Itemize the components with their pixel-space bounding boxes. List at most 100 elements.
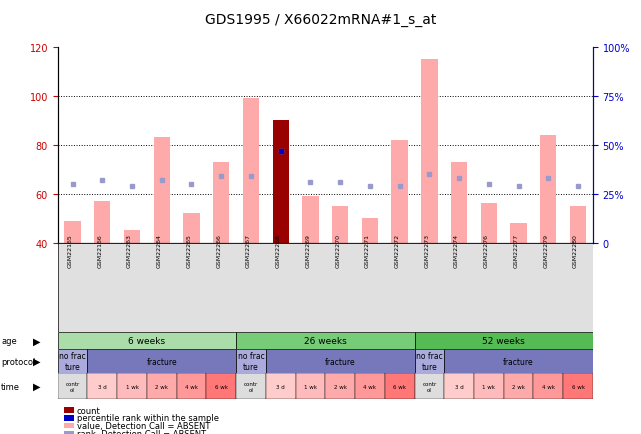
Bar xyxy=(474,373,504,399)
Text: 4 wk: 4 wk xyxy=(542,384,555,389)
Bar xyxy=(117,373,147,399)
Text: GSM22274: GSM22274 xyxy=(454,233,459,267)
Bar xyxy=(266,373,296,399)
Bar xyxy=(58,332,236,349)
Bar xyxy=(421,60,438,243)
Bar xyxy=(332,207,348,243)
Bar xyxy=(87,373,117,399)
Bar xyxy=(236,349,266,373)
Bar xyxy=(124,231,140,243)
Bar xyxy=(303,197,319,243)
Bar xyxy=(236,332,415,349)
Text: 2 wk: 2 wk xyxy=(334,384,347,389)
Bar xyxy=(415,332,593,349)
Text: 26 weeks: 26 weeks xyxy=(304,336,347,345)
Bar xyxy=(266,349,415,373)
Text: 6 wk: 6 wk xyxy=(572,384,585,389)
Text: 3 d: 3 d xyxy=(98,384,106,389)
Bar xyxy=(415,349,444,373)
Text: GDS1995 / X66022mRNA#1_s_at: GDS1995 / X66022mRNA#1_s_at xyxy=(205,13,436,27)
Bar xyxy=(206,373,236,399)
Bar xyxy=(296,373,326,399)
Text: GSM22279: GSM22279 xyxy=(544,233,548,267)
Bar xyxy=(451,162,467,243)
Bar xyxy=(87,349,236,373)
Text: 1 wk: 1 wk xyxy=(482,384,495,389)
Text: fracture: fracture xyxy=(325,357,356,366)
Bar xyxy=(444,349,593,373)
Text: GSM22165: GSM22165 xyxy=(67,233,72,267)
Bar xyxy=(243,99,259,243)
Bar xyxy=(563,373,593,399)
Bar xyxy=(154,138,170,243)
Text: contr
ol: contr ol xyxy=(422,381,437,391)
Text: GSM22264: GSM22264 xyxy=(157,233,162,267)
Text: 3 d: 3 d xyxy=(454,384,463,389)
Bar xyxy=(392,141,408,243)
Bar xyxy=(147,373,177,399)
Bar xyxy=(533,373,563,399)
Text: GSM22265: GSM22265 xyxy=(187,233,192,267)
Bar xyxy=(58,373,87,399)
Bar xyxy=(64,221,81,243)
Text: fracture: fracture xyxy=(146,357,177,366)
Text: GSM22267: GSM22267 xyxy=(246,233,251,267)
Text: GSM22273: GSM22273 xyxy=(424,233,429,267)
Text: 4 wk: 4 wk xyxy=(363,384,376,389)
Text: GSM22268: GSM22268 xyxy=(276,233,281,267)
Text: GSM22270: GSM22270 xyxy=(335,233,340,267)
Bar xyxy=(504,373,533,399)
Text: GSM22269: GSM22269 xyxy=(306,233,310,267)
Text: 2 wk: 2 wk xyxy=(155,384,169,389)
Bar xyxy=(58,349,87,373)
Bar xyxy=(444,373,474,399)
Text: GSM22266: GSM22266 xyxy=(216,233,221,267)
Text: GSM22276: GSM22276 xyxy=(484,233,489,267)
Bar xyxy=(481,204,497,243)
Text: GSM22272: GSM22272 xyxy=(395,233,399,267)
Bar xyxy=(177,373,206,399)
Bar xyxy=(385,373,415,399)
Text: 6 weeks: 6 weeks xyxy=(128,336,165,345)
Bar xyxy=(570,207,587,243)
Text: rank, Detection Call = ABSENT: rank, Detection Call = ABSENT xyxy=(77,429,206,434)
Text: 2 wk: 2 wk xyxy=(512,384,525,389)
Bar xyxy=(326,373,355,399)
Bar xyxy=(362,219,378,243)
Text: GSM22263: GSM22263 xyxy=(127,233,132,267)
Text: fracture: fracture xyxy=(503,357,534,366)
Text: 1 wk: 1 wk xyxy=(126,384,138,389)
Text: ▶: ▶ xyxy=(33,381,41,391)
Text: no frac
ture: no frac ture xyxy=(59,352,86,371)
Text: time: time xyxy=(1,382,21,391)
Text: GSM22277: GSM22277 xyxy=(513,233,519,267)
Bar xyxy=(94,201,110,243)
Text: 1 wk: 1 wk xyxy=(304,384,317,389)
Text: protocol: protocol xyxy=(1,357,36,366)
Text: 4 wk: 4 wk xyxy=(185,384,198,389)
Text: 6 wk: 6 wk xyxy=(215,384,228,389)
Text: value, Detection Call = ABSENT: value, Detection Call = ABSENT xyxy=(77,421,210,430)
Bar xyxy=(236,373,266,399)
Text: no frac
ture: no frac ture xyxy=(238,352,264,371)
Text: GSM22271: GSM22271 xyxy=(365,233,370,267)
Text: 52 weeks: 52 weeks xyxy=(482,336,525,345)
Text: contr
ol: contr ol xyxy=(244,381,258,391)
Text: GSM22280: GSM22280 xyxy=(573,233,578,267)
Text: 3 d: 3 d xyxy=(276,384,285,389)
Bar xyxy=(213,162,229,243)
Text: percentile rank within the sample: percentile rank within the sample xyxy=(77,414,219,422)
Bar xyxy=(355,373,385,399)
Bar xyxy=(415,373,444,399)
Text: contr
ol: contr ol xyxy=(65,381,79,391)
Text: ▶: ▶ xyxy=(33,356,41,366)
Bar xyxy=(540,135,556,243)
Bar xyxy=(272,121,289,243)
Text: count: count xyxy=(77,406,101,414)
Text: ▶: ▶ xyxy=(33,336,41,345)
Text: no frac
ture: no frac ture xyxy=(416,352,443,371)
Bar xyxy=(183,214,200,243)
Bar xyxy=(510,224,527,243)
Text: age: age xyxy=(1,336,17,345)
Text: 6 wk: 6 wk xyxy=(393,384,406,389)
